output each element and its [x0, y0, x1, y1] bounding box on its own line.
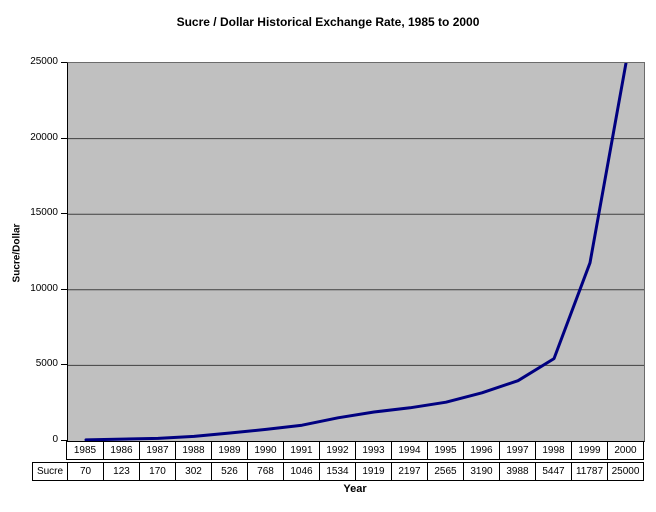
chart-title: Sucre / Dollar Historical Exchange Rate,…: [176, 15, 480, 29]
y-tick-mark: [61, 440, 67, 441]
value-cell: 3190: [463, 463, 499, 480]
y-tick-label: 5000: [35, 358, 58, 370]
year-cell: 1994: [391, 442, 427, 459]
value-cell: 302: [175, 463, 211, 480]
value-cell: 2565: [427, 463, 463, 480]
year-cell: 1987: [139, 442, 175, 459]
series-row-label: Sucre: [36, 466, 64, 477]
value-cell: 70: [67, 463, 103, 480]
year-cell: 1995: [427, 442, 463, 459]
year-cell: 1986: [103, 442, 139, 459]
y-tick-label: 10000: [30, 282, 58, 294]
y-axis-title: Sucre/Dollar: [11, 223, 23, 283]
value-cell: 3988: [499, 463, 535, 480]
year-cell: 1999: [571, 442, 607, 459]
year-cell: 1989: [211, 442, 247, 459]
y-tick-label: 15000: [30, 207, 58, 219]
value-cell: 25000: [607, 463, 643, 480]
year-cell: 1993: [355, 442, 391, 459]
year-cell: 1997: [499, 442, 535, 459]
plot-area: [67, 62, 645, 442]
y-tick-mark: [61, 213, 67, 215]
y-tick-label: 20000: [30, 131, 58, 143]
year-cell: 1996: [463, 442, 499, 459]
value-cell: 123: [103, 463, 139, 480]
value-cell: 2197: [391, 463, 427, 480]
x-axis-title: Year: [343, 483, 367, 495]
year-cell: 1988: [175, 442, 211, 459]
year-cell: 1992: [319, 442, 355, 459]
year-cell: 1990: [247, 442, 283, 459]
value-cell: 170: [139, 463, 175, 480]
data-table-value-row: Sucre 70 123 170 302 526 768 1046 1534 1919 2197 25…: [32, 462, 644, 481]
data-table-year-row: 1985 1986 1987 1988 1989 1990 1991 1992 1993 1994…: [66, 441, 644, 460]
value-cell: 768: [247, 463, 283, 480]
y-tick-mark: [61, 137, 67, 139]
y-tick-mark: [61, 62, 67, 63]
y-tick-mark: [61, 364, 67, 366]
value-cell: 1919: [355, 463, 391, 480]
series-line-sucre: [84, 63, 628, 441]
value-cell: 11787: [571, 463, 607, 480]
value-cell: 526: [211, 463, 247, 480]
value-cell: 1046: [283, 463, 319, 480]
value-cell: 5447: [535, 463, 571, 480]
y-tick-label: 25000: [30, 56, 58, 67]
series-line-svg: [68, 63, 644, 441]
y-tick-mark: [61, 288, 67, 290]
y-tick-label: 0: [52, 434, 58, 445]
year-cell: 1998: [535, 442, 571, 459]
year-cell: 1985: [73, 445, 97, 456]
year-cell: 2000: [607, 442, 643, 459]
value-cell: 1534: [319, 463, 355, 480]
year-cell: 1991: [283, 442, 319, 459]
